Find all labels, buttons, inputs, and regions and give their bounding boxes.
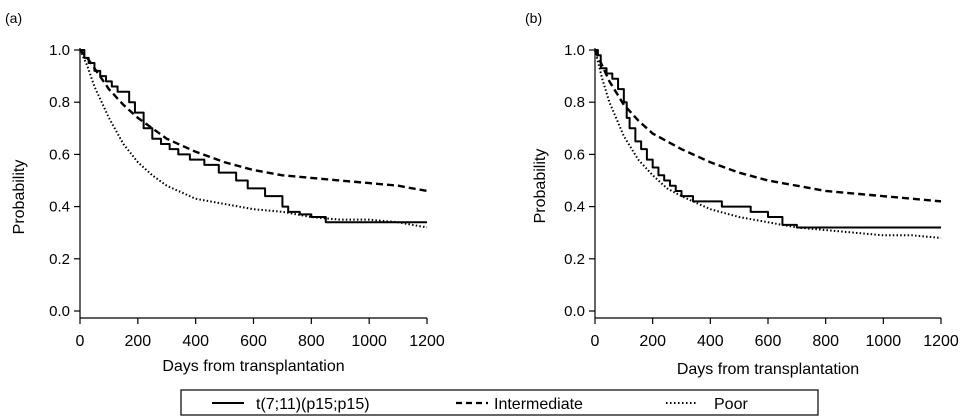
series-line-dashed-a (79, 49, 428, 193)
series-line-dotted-b (594, 49, 942, 239)
series-line-solid-a (80, 49, 427, 224)
y-tick-label-a: 0.8 (49, 94, 70, 111)
y-tick-label-b: 0.6 (564, 146, 585, 163)
x-tick-label-a: 800 (298, 333, 325, 350)
x-axis-label-b: Days from transplantation (677, 361, 859, 378)
y-tick-label-b: 0.4 (564, 199, 585, 216)
x-tick-label-a: 200 (124, 333, 151, 350)
legend-label-intermediate: Intermediate (494, 396, 583, 413)
series-line-solid-b (595, 49, 941, 229)
y-tick-label-a: 1.0 (49, 42, 70, 59)
x-tick-label-b: 400 (697, 333, 724, 350)
series-line-dotted-a (79, 49, 428, 229)
legend-box (180, 389, 819, 416)
legend-label-poor: Poor (714, 396, 748, 413)
legend: t(7;11)(p15;p15) Intermediate Poor (180, 389, 819, 416)
series-line-dashed-b (593, 49, 942, 203)
panel-label-b: (b) (525, 10, 542, 26)
y-tick-label-a: 0.4 (49, 199, 70, 216)
x-tick-label-a: 0 (76, 333, 85, 350)
chart-panel-b: (b) 0.0 0.2 0.4 0.6 0.8 1.0 0 200 400 600 800 1000 12… (525, 10, 959, 378)
x-axis-label-a: Days from transplantation (162, 358, 344, 375)
x-tick-label-b: 200 (639, 333, 666, 350)
y-tick-label-b: 0.8 (564, 94, 585, 111)
y-tick-label-a: 0.0 (49, 303, 70, 320)
x-tick-label-a: 400 (182, 333, 209, 350)
x-tick-label-a: 1000 (351, 333, 387, 350)
y-axis-label-b: Probability (532, 149, 549, 224)
x-tick-label-b: 600 (755, 333, 782, 350)
y-tick-label-a: 0.2 (49, 251, 70, 268)
chart-panel-a: (a) 0.0 0.2 0.4 0.6 0.8 1.0 0 200 400 600 800 1000 12… (5, 10, 445, 375)
x-tick-label-b: 800 (812, 333, 839, 350)
y-tick-label-b: 1.0 (564, 42, 585, 59)
x-tick-label-b: 1000 (866, 333, 902, 350)
x-tick-label-b: 1200 (923, 333, 959, 350)
x-tick-label-b: 0 (591, 333, 600, 350)
x-tick-label-a: 1200 (409, 333, 445, 350)
y-tick-label-b: 0.2 (564, 251, 585, 268)
y-tick-label-b: 0.0 (564, 303, 585, 320)
panel-label-a: (a) (5, 10, 22, 26)
y-tick-label-a: 0.6 (49, 146, 70, 163)
legend-label-t711: t(7;11)(p15;p15) (256, 396, 370, 413)
x-tick-label-a: 600 (240, 333, 267, 350)
y-axis-label-a: Probability (11, 160, 28, 235)
